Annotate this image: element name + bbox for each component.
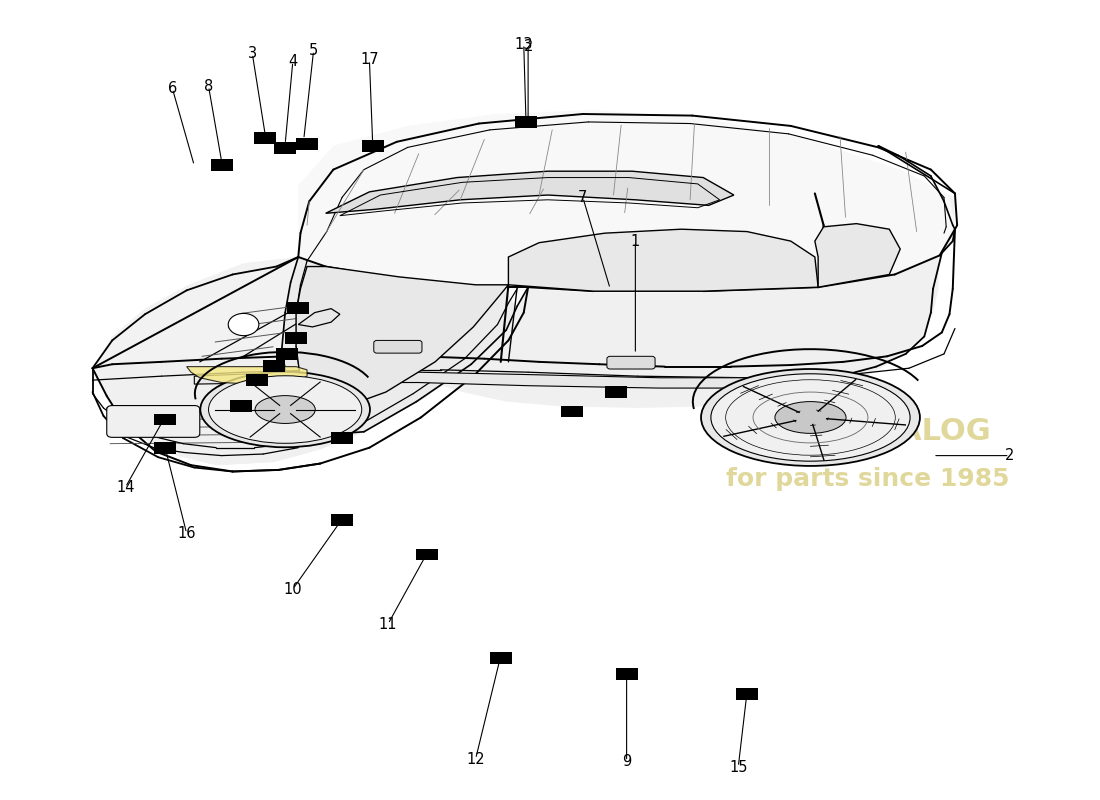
Ellipse shape [255, 396, 316, 423]
Text: 10: 10 [284, 582, 302, 597]
Bar [417, 549, 439, 561]
FancyBboxPatch shape [607, 356, 656, 369]
Text: 7: 7 [579, 190, 587, 205]
Polygon shape [187, 366, 307, 384]
Bar [515, 116, 537, 128]
Text: 11: 11 [378, 617, 397, 631]
Circle shape [228, 314, 258, 336]
Bar [605, 386, 627, 398]
Text: 3: 3 [248, 46, 257, 61]
Text: 2: 2 [524, 39, 532, 54]
Bar [254, 132, 276, 144]
Bar [296, 138, 318, 150]
Text: 4: 4 [288, 54, 297, 69]
Text: 6: 6 [168, 81, 177, 96]
Text: 8: 8 [204, 78, 213, 94]
FancyBboxPatch shape [374, 341, 422, 353]
Text: 5: 5 [309, 43, 318, 58]
Polygon shape [282, 257, 517, 450]
Text: 12: 12 [466, 751, 485, 766]
Text: 15: 15 [729, 759, 748, 774]
Bar [490, 652, 512, 664]
Bar [211, 159, 232, 171]
Polygon shape [326, 171, 734, 214]
Text: 9: 9 [621, 754, 631, 769]
Ellipse shape [200, 372, 370, 447]
Text: 2: 2 [1005, 448, 1014, 463]
Polygon shape [815, 224, 900, 287]
Polygon shape [508, 229, 818, 291]
Bar [331, 514, 353, 526]
Text: for parts since 1985: for parts since 1985 [726, 467, 1009, 491]
Bar [736, 688, 758, 700]
Bar [154, 414, 176, 426]
Text: 13: 13 [515, 37, 532, 51]
Bar [616, 668, 638, 680]
Bar [245, 374, 267, 386]
FancyBboxPatch shape [107, 406, 200, 438]
Text: 17: 17 [360, 53, 378, 67]
Polygon shape [195, 372, 747, 388]
Ellipse shape [711, 374, 910, 461]
Ellipse shape [701, 369, 920, 466]
Text: 1: 1 [630, 234, 640, 249]
Polygon shape [298, 110, 955, 293]
Text: 14: 14 [117, 480, 134, 495]
Bar [362, 140, 384, 152]
Bar [331, 432, 353, 444]
Bar [561, 406, 583, 418]
Polygon shape [296, 266, 508, 410]
Text: AUTOCATALOG: AUTOCATALOG [742, 418, 992, 446]
Polygon shape [92, 257, 517, 465]
Ellipse shape [774, 402, 846, 434]
Bar [276, 348, 298, 360]
Ellipse shape [209, 376, 362, 443]
Bar [154, 442, 176, 454]
Ellipse shape [726, 380, 895, 455]
Bar [230, 400, 252, 412]
Text: 16: 16 [177, 526, 196, 541]
Bar [263, 360, 285, 372]
Bar [274, 142, 296, 154]
Bar [287, 302, 309, 314]
Polygon shape [92, 198, 955, 465]
Bar [285, 333, 307, 344]
Polygon shape [298, 309, 340, 327]
Polygon shape [92, 257, 320, 465]
